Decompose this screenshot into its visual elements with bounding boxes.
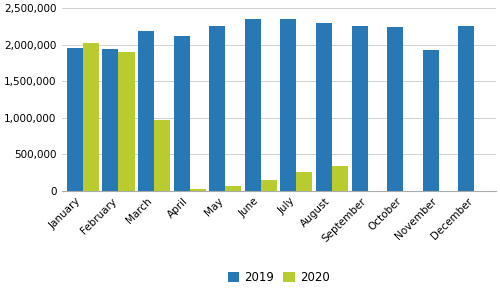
Bar (102, 49, 118, 191)
Bar (332, 166, 348, 191)
Bar (226, 186, 242, 191)
Bar (388, 27, 404, 191)
Bar (261, 180, 277, 191)
Bar (154, 120, 170, 191)
Bar (83, 43, 99, 191)
Legend: 2019, 2020: 2019, 2020 (223, 266, 334, 289)
Bar (174, 36, 190, 191)
Bar (118, 52, 134, 191)
Bar (352, 26, 368, 191)
Bar (67, 48, 83, 191)
Bar (296, 172, 312, 191)
Bar (458, 26, 474, 191)
Bar (190, 189, 206, 191)
Bar (423, 50, 439, 191)
Bar (316, 23, 332, 191)
Bar (138, 31, 154, 191)
Bar (280, 19, 296, 191)
Bar (210, 26, 226, 191)
Bar (245, 19, 261, 191)
